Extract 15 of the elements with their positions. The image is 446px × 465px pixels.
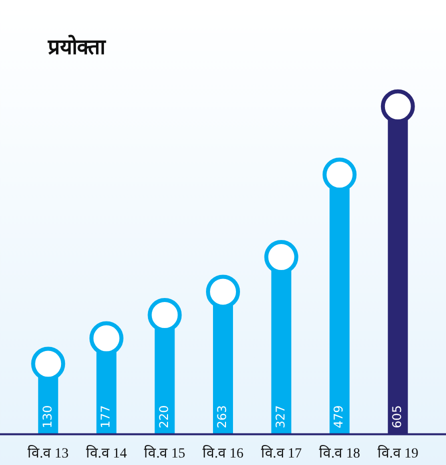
data-label: 263 bbox=[215, 405, 230, 428]
x-tick-label: वि.व 16 bbox=[202, 444, 244, 462]
data-label: 605 bbox=[390, 405, 404, 428]
chart-title: प्रयोक्ता bbox=[48, 34, 105, 60]
x-tick-label: वि.व 14 bbox=[86, 444, 127, 462]
x-tick-label: वि.व 15 bbox=[144, 444, 186, 462]
data-label: 479 bbox=[332, 405, 346, 428]
x-tick-label: वि.व 19 bbox=[377, 444, 418, 462]
data-label: 177 bbox=[98, 405, 113, 428]
x-tick-label: वि.व 18 bbox=[319, 444, 360, 462]
x-tick-label: वि.व 17 bbox=[260, 444, 302, 462]
data-label: 130 bbox=[40, 405, 54, 428]
data-label: 220 bbox=[156, 405, 171, 428]
x-tick-label: वि.व 13 bbox=[28, 444, 69, 462]
data-label: 327 bbox=[273, 405, 288, 428]
